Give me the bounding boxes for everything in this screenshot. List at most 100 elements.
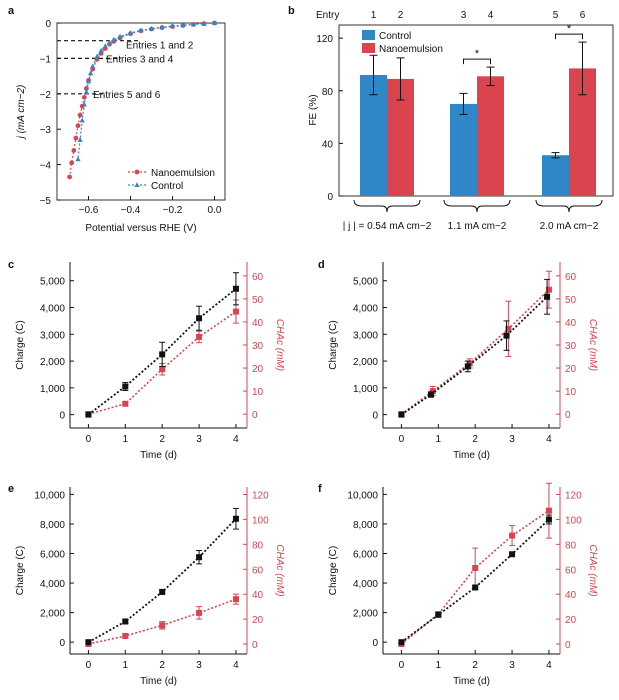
y-tick-label-c: 5,000 <box>40 277 65 288</box>
data-point-nanoemulsion <box>71 148 77 153</box>
x-tick-label-a: −0.4 <box>121 205 141 216</box>
y-tick-label-b: 0 <box>327 192 333 203</box>
entry-number-b: 5 <box>553 10 559 21</box>
data-point-control <box>75 156 81 162</box>
data-point-control <box>211 20 218 25</box>
data-point-nanoemulsion <box>77 112 83 118</box>
charge-point-e <box>196 554 203 561</box>
y-axis-label-e: Charge (C) <box>15 546 26 595</box>
y-tick-label-f: 6,000 <box>353 550 378 561</box>
data-point-control <box>117 33 123 39</box>
y2-tick-label-f: 40 <box>565 590 577 601</box>
y-tick-label-d: 5,000 <box>353 277 378 288</box>
y-tick-label-c: 1,000 <box>40 384 65 395</box>
conc-point-e <box>159 622 166 629</box>
y2-tick-label-e: 80 <box>252 540 264 551</box>
y2-tick-label-c: 50 <box>252 295 264 306</box>
entry-number-b: 1 <box>371 10 377 21</box>
y-tick-label-a: −2 <box>40 90 52 101</box>
y2-tick-label-d: 50 <box>565 295 577 306</box>
y2-tick-label-c: 40 <box>252 318 264 329</box>
charge-line-d <box>400 296 548 416</box>
data-point-control <box>148 25 155 31</box>
entry-label-b: Entry <box>316 10 339 21</box>
entry-number-b: 6 <box>580 10 586 21</box>
significance-star-b: * <box>475 48 480 60</box>
legend-label-nanoemulsion: Nanoemulsion <box>151 168 215 179</box>
x-tick-label-e: 3 <box>196 660 202 671</box>
y-tick-label-d: 3,000 <box>353 330 378 341</box>
y2-tick-label-e: 120 <box>252 490 269 501</box>
conc-point-d <box>505 325 512 332</box>
data-point-nanoemulsion <box>67 174 72 180</box>
panel-label-e: e <box>8 483 14 495</box>
y-tick-label-e: 0 <box>59 638 65 649</box>
y-tick-label-c: 4,000 <box>40 304 65 315</box>
x-tick-label-d: 2 <box>472 434 478 445</box>
bar-control <box>542 155 569 196</box>
x-tick-label-e: 4 <box>233 660 239 671</box>
y-tick-label-c: 2,000 <box>40 357 65 368</box>
bar-control <box>450 103 477 196</box>
panel-label-f: f <box>318 483 322 495</box>
y-tick-label-f: 8,000 <box>353 520 378 531</box>
y2-axis-label-d: CHAc (mM) <box>587 319 598 371</box>
entry-number-b: 3 <box>461 10 467 21</box>
y-tick-label-b: 40 <box>322 139 334 150</box>
y-axis-label-a: j (mA cm−2) <box>16 85 27 141</box>
charge-point-d <box>503 332 510 339</box>
x-tick-label-f: 3 <box>509 660 515 671</box>
y2-tick-label-c: 30 <box>252 341 264 352</box>
data-point-control <box>127 30 134 35</box>
legend-marker-nanoemulsion <box>134 169 140 175</box>
data-point-nanoemulsion <box>84 86 89 91</box>
panel-label-a: a <box>8 5 15 17</box>
y-tick-label-c: 0 <box>59 411 65 422</box>
group-brace-b <box>535 199 603 213</box>
x-tick-label-f: 2 <box>472 660 478 671</box>
panel-label-c: c <box>8 259 14 271</box>
y2-tick-label-e: 100 <box>252 515 269 526</box>
charge-point-e <box>122 618 129 625</box>
y-tick-label-f: 0 <box>372 638 378 649</box>
y2-tick-label-d: 30 <box>565 341 577 352</box>
x-tick-label-c: 4 <box>233 434 239 445</box>
panel-label-b: b <box>288 5 295 17</box>
charge-point-e <box>85 639 92 646</box>
conc-line-d <box>400 289 550 415</box>
y2-axis-label-f: CHAc (mM) <box>587 544 598 596</box>
data-point-nanoemulsion <box>75 123 81 129</box>
group-label-b: 1.1 mA cm−2 <box>448 221 507 232</box>
y2-tick-label-f: 100 <box>565 515 582 526</box>
data-point-control <box>94 53 100 59</box>
conc-point-d <box>545 286 552 293</box>
y-tick-label-a: −4 <box>40 161 52 172</box>
x-tick-label-c: 3 <box>196 434 202 445</box>
y-tick-label-a: 0 <box>45 19 51 30</box>
entry-number-b: 2 <box>398 10 404 21</box>
x-tick-label-f: 4 <box>546 660 552 671</box>
data-point-control <box>111 36 117 42</box>
y2-tick-label-f: 80 <box>565 540 577 551</box>
charge-point-d <box>464 363 471 370</box>
y-tick-label-d: 1,000 <box>353 384 378 395</box>
charge-point-f <box>398 639 405 646</box>
group-brace-b <box>353 199 421 213</box>
conc-point-c <box>122 400 129 407</box>
charge-point-c <box>232 285 239 292</box>
x-tick-label-d: 0 <box>399 434 405 445</box>
data-point-control <box>81 101 87 107</box>
conc-point-c <box>196 333 203 340</box>
charge-point-d <box>544 293 551 300</box>
panel-label-d: d <box>318 259 325 271</box>
y2-tick-label-e: 40 <box>252 590 264 601</box>
conc-point-f <box>472 565 479 572</box>
group-label-b: 2.0 mA cm−2 <box>540 221 599 232</box>
charge-point-f <box>472 584 479 591</box>
y-tick-label-d: 4,000 <box>353 304 378 315</box>
data-point-nanoemulsion <box>73 135 79 141</box>
annotation-a: Entries 5 and 6 <box>93 90 161 101</box>
conc-point-f <box>545 507 552 514</box>
y-tick-label-b: 120 <box>316 34 333 45</box>
conc-point-f <box>509 532 516 539</box>
